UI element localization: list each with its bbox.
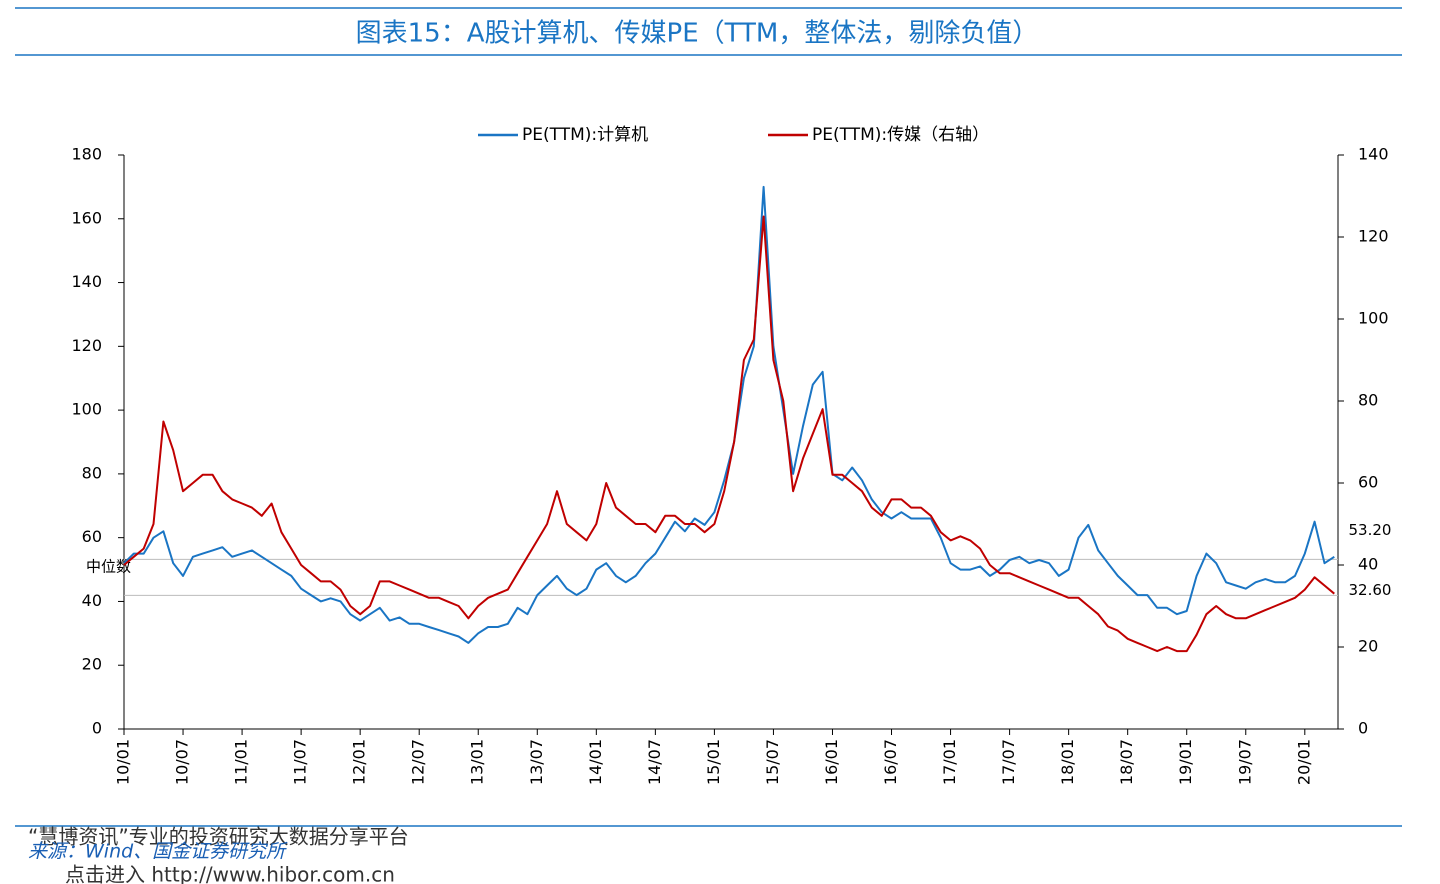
y-tick-label: 100 bbox=[71, 400, 102, 419]
x-tick-label: 19/07 bbox=[1235, 739, 1254, 785]
median-label: 中位数 bbox=[86, 557, 131, 575]
watermark: “慧博资讯”专业的投资研究大数据分享平台 bbox=[28, 825, 409, 849]
x-tick-label: 17/01 bbox=[940, 739, 959, 785]
x-tick-label: 14/07 bbox=[645, 739, 664, 785]
x-tick-label: 15/07 bbox=[763, 739, 782, 785]
y2-tick-label: 80 bbox=[1358, 391, 1378, 410]
x-tick-label: 12/07 bbox=[409, 739, 428, 785]
y2-tick-label: 100 bbox=[1358, 309, 1389, 328]
y-tick-label: 120 bbox=[71, 336, 102, 355]
x-tick-label: 10/07 bbox=[173, 739, 192, 785]
x-tick-label: 11/01 bbox=[232, 739, 251, 785]
x-tick-label: 11/07 bbox=[291, 739, 310, 785]
x-tick-label: 16/07 bbox=[881, 739, 900, 785]
y2-tick-label: 0 bbox=[1358, 719, 1368, 738]
x-tick-label: 18/01 bbox=[1058, 739, 1077, 785]
x-tick-label: 16/01 bbox=[822, 739, 841, 785]
x-tick-label: 15/01 bbox=[704, 739, 723, 785]
y2-tick-label: 120 bbox=[1358, 227, 1389, 246]
series-line bbox=[123, 215, 1335, 653]
x-tick-label: 12/01 bbox=[350, 739, 369, 785]
y2-tick-label: 140 bbox=[1358, 145, 1389, 164]
y2-tick-label: 60 bbox=[1358, 473, 1378, 492]
x-tick-label: 10/01 bbox=[114, 739, 133, 785]
source: 来源：Wind、国金证券研究所 bbox=[28, 841, 288, 863]
legend-label: PE(TTM):计算机 bbox=[522, 125, 648, 145]
x-tick-label: 13/01 bbox=[468, 739, 487, 785]
x-tick-label: 14/01 bbox=[586, 739, 605, 785]
x-tick-label: 13/07 bbox=[527, 739, 546, 785]
y-tick-label: 40 bbox=[82, 591, 102, 610]
y-tick-label: 0 bbox=[92, 719, 102, 738]
y-tick-label: 60 bbox=[82, 527, 102, 546]
y2-tick-label: 40 bbox=[1358, 555, 1378, 574]
x-tick-label: 20/01 bbox=[1294, 739, 1313, 785]
y2-tick-label: 20 bbox=[1358, 637, 1378, 656]
y-tick-label: 160 bbox=[71, 208, 102, 227]
x-tick-label: 18/07 bbox=[1117, 739, 1136, 785]
median-value-label: 32.60 bbox=[1349, 581, 1392, 599]
chart-title: 图表15：A股计算机、传媒PE（TTM，整体法，剔除负值） bbox=[356, 19, 1039, 49]
watermark: 点击进入 http://www.hibor.com.cn bbox=[65, 863, 395, 884]
y-tick-label: 140 bbox=[71, 272, 102, 291]
series-line bbox=[123, 185, 1335, 644]
y-tick-label: 180 bbox=[71, 145, 102, 164]
y-tick-label: 20 bbox=[82, 655, 102, 674]
median-value-label: 53.20 bbox=[1349, 521, 1392, 539]
legend-label: PE(TTM):传媒（右轴） bbox=[812, 125, 989, 145]
y-tick-label: 80 bbox=[82, 463, 102, 482]
x-tick-label: 19/01 bbox=[1176, 739, 1195, 785]
x-tick-label: 17/07 bbox=[999, 739, 1018, 785]
